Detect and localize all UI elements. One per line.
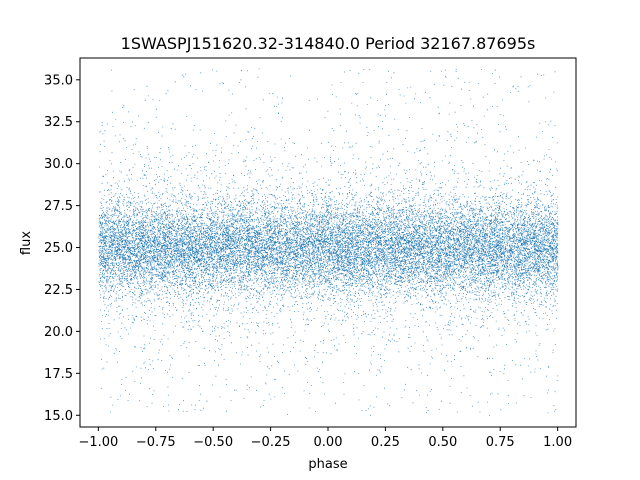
x-tick-label: 0.25: [371, 435, 400, 450]
y-tick-label: 30.0: [44, 157, 73, 172]
x-tick-label: −0.25: [251, 435, 291, 450]
x-axis-label: phase: [308, 457, 347, 472]
y-tick-label: 22.5: [44, 283, 73, 298]
y-tick-label: 20.0: [44, 325, 73, 340]
x-tick-label: −1.00: [78, 435, 118, 450]
x-tick-label: 0.50: [428, 435, 457, 450]
x-tick-label: 0.75: [486, 435, 515, 450]
x-axis: −1.00 −0.75 −0.50 −0.25 0.00 0.25 0.50 0.75 1.00: [78, 427, 572, 450]
y-tick-label: 27.5: [44, 199, 73, 214]
y-tick-label: 25.0: [44, 241, 73, 256]
chart-title: 1SWASPJ151620.32-314840.0 Period 32167.8…: [121, 34, 536, 53]
y-axis: 15.0 17.5 20.0 22.5 25.0 27.5 30.0 32.5 35.0: [44, 73, 80, 424]
y-tick-label: 17.5: [44, 367, 73, 382]
x-tick-label: 0.00: [314, 435, 343, 450]
y-tick-label: 15.0: [44, 409, 73, 424]
y-tick-label: 32.5: [44, 115, 73, 130]
y-tick-label: 35.0: [44, 73, 73, 88]
x-tick-label: 1.00: [543, 435, 572, 450]
x-tick-label: −0.50: [193, 435, 233, 450]
y-axis-label: flux: [19, 231, 34, 255]
x-tick-label: −0.75: [136, 435, 176, 450]
